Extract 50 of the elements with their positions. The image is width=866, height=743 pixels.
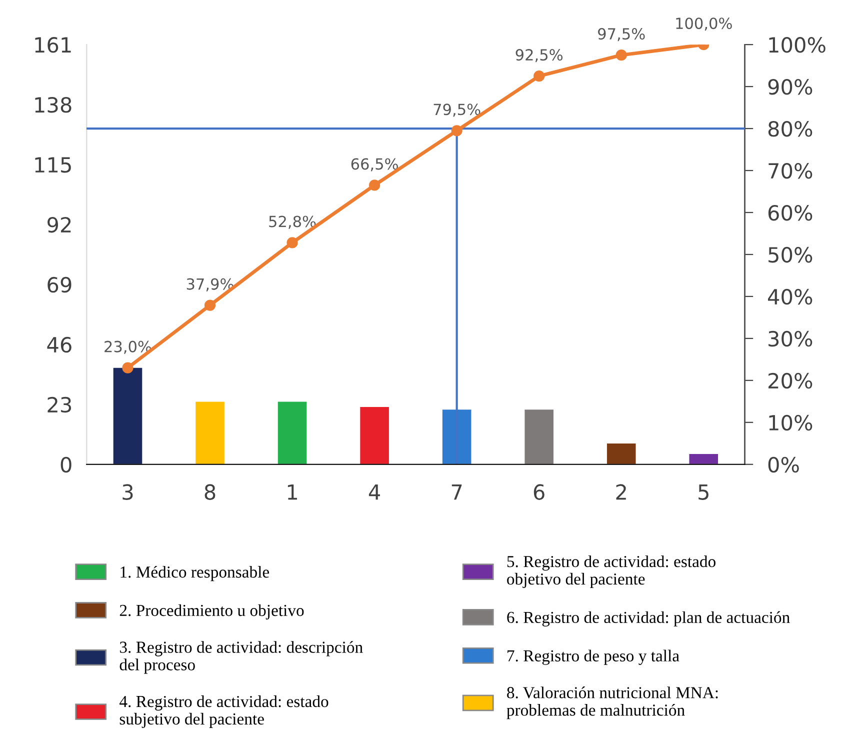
y2-tick-label: 70% bbox=[768, 162, 812, 179]
legend-label: 5. Registro de actividad: estado objetivo del paciente bbox=[507, 555, 716, 588]
point bbox=[451, 125, 462, 136]
data-label: 100,0% bbox=[676, 18, 732, 31]
y-tick-label: 69 bbox=[48, 276, 72, 293]
y-tick-label: 0 bbox=[60, 456, 72, 473]
x-tick-label: 3 bbox=[122, 484, 133, 500]
x-tick-label: 7 bbox=[452, 484, 462, 500]
y-tick-label: 115 bbox=[35, 157, 71, 173]
point bbox=[368, 180, 380, 191]
legend-label: 4. Registro de actividad: estado subjetivo del paciente bbox=[120, 695, 328, 728]
y-tick-label: 161 bbox=[35, 37, 71, 53]
data-label: 52,8% bbox=[269, 216, 316, 229]
y2-tick-label: 40% bbox=[768, 288, 812, 305]
x-tick-label: 6 bbox=[534, 484, 544, 500]
data-label: 97,5% bbox=[598, 28, 645, 42]
y2-tick-label: 60% bbox=[768, 204, 812, 221]
y2-tick-label: 90% bbox=[768, 79, 812, 95]
x-tick-label: 5 bbox=[698, 484, 708, 500]
legend-label: 7. Registro de peso y talla bbox=[508, 650, 680, 665]
data-label: 23,0% bbox=[104, 340, 152, 354]
legend-label: 8. Valoración nutricional MNA: problemas de malnutrición bbox=[506, 686, 718, 720]
point bbox=[534, 70, 545, 82]
y-tick-label: 138 bbox=[35, 97, 72, 113]
data-label: 66,5% bbox=[351, 158, 398, 172]
data-label: 79,5% bbox=[434, 104, 480, 117]
point bbox=[616, 50, 627, 61]
x-tick-label: 2 bbox=[616, 484, 626, 500]
y-tick-label: 23 bbox=[48, 396, 72, 413]
point bbox=[122, 362, 134, 374]
y2-tick-label: 80% bbox=[768, 120, 812, 137]
point bbox=[204, 300, 216, 311]
data-label: 37,9% bbox=[186, 278, 234, 292]
legend-label: 6. Registro de actividad: plan de actuación bbox=[507, 611, 790, 626]
y-tick-label: 46 bbox=[47, 336, 72, 353]
legend-label: 1. Médico responsable bbox=[120, 566, 270, 582]
legend-label: 3. Registro de actividad: descripción del proceso bbox=[120, 641, 363, 674]
x-tick-label: 1 bbox=[288, 484, 297, 500]
y2-tick-label: 30% bbox=[768, 330, 812, 347]
y2-tick-label: 10% bbox=[769, 414, 812, 431]
y2-tick-label: 0% bbox=[768, 456, 799, 473]
x-tick-label: 4 bbox=[368, 484, 380, 500]
point bbox=[286, 237, 298, 248]
y-tick-label: 92 bbox=[48, 216, 71, 233]
y2-tick-label: 20% bbox=[768, 372, 812, 389]
y2-tick-label: 50% bbox=[768, 246, 812, 263]
y2-tick-label: 100% bbox=[769, 37, 826, 53]
legend-label: 2. Procedimiento u objetivo bbox=[120, 604, 304, 620]
data-label: 92,5% bbox=[516, 49, 563, 62]
x-tick-label: 8 bbox=[204, 484, 216, 500]
